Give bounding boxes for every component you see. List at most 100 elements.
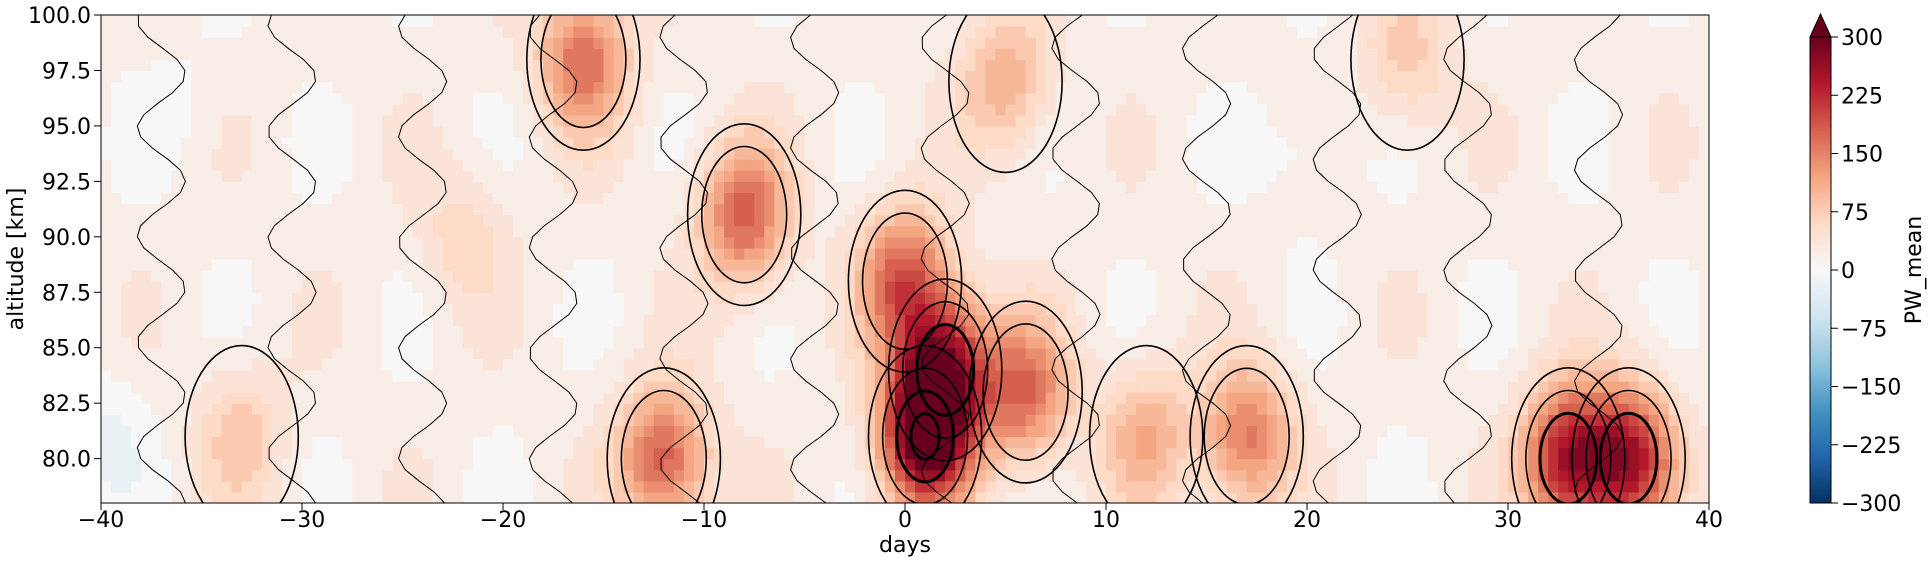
heat-cell (834, 491, 846, 503)
heat-cell (231, 59, 243, 72)
heat-cell (935, 381, 946, 393)
heat-cell (834, 369, 846, 382)
heat-cell (111, 325, 122, 338)
heat-cell (724, 336, 735, 349)
heat-cell (1186, 26, 1198, 38)
heat-cell (603, 325, 615, 338)
heat-cell (774, 347, 785, 360)
heat-cell (673, 103, 685, 116)
heat-cell (442, 358, 454, 371)
heat-cell (1035, 203, 1047, 216)
heat-cell (141, 148, 152, 160)
heat-cell (181, 369, 193, 382)
heat-cell (452, 347, 464, 360)
heat-cell (372, 425, 383, 438)
heat-cell (503, 259, 514, 271)
heat-cell (1035, 26, 1047, 38)
heat-cell (231, 336, 243, 349)
heat-cell (603, 336, 615, 349)
heat-cell (1045, 381, 1057, 393)
heat-cell (533, 436, 544, 449)
heat-cell (1166, 447, 1177, 460)
heat-cell (462, 192, 474, 205)
heat-cell (1136, 314, 1147, 327)
heat-cell (643, 92, 655, 105)
heat-cell (945, 314, 956, 327)
heat-cell (704, 303, 715, 316)
heat-cell (663, 381, 675, 393)
heat-cell (221, 203, 233, 216)
heat-cell (975, 103, 986, 116)
heat-cell (613, 358, 625, 371)
heat-cell (543, 325, 554, 338)
heat-cell (1055, 236, 1067, 249)
heat-cell (271, 381, 283, 393)
heat-cell (673, 148, 685, 160)
heat-cell (251, 447, 263, 460)
heat-cell (864, 270, 876, 282)
heat-cell (693, 314, 705, 327)
heat-cell (131, 392, 142, 404)
heat-cell (613, 270, 625, 282)
heat-cell (613, 414, 625, 426)
heat-cell (764, 59, 775, 72)
heat-cell (643, 436, 655, 449)
heat-cell (724, 92, 735, 105)
heat-cell (503, 203, 514, 216)
heat-cell (1055, 15, 1067, 27)
heat-cell (663, 292, 675, 304)
heat-cell (261, 214, 273, 227)
heat-cell (382, 403, 394, 415)
heat-cell (935, 159, 946, 171)
heat-cell (553, 59, 564, 72)
heat-cell (492, 159, 504, 171)
heat-cell (573, 281, 584, 293)
heat-cell (824, 436, 836, 449)
heat-cell (945, 403, 956, 415)
heat-cell (1226, 303, 1238, 316)
heat-cell (593, 70, 605, 83)
heat-cell (543, 358, 554, 371)
heat-cell (1106, 381, 1117, 393)
heat-cell (211, 103, 223, 116)
heat-cell (281, 70, 293, 83)
heat-cell (131, 314, 142, 327)
heat-cell (271, 214, 283, 227)
heat-cell (673, 392, 685, 404)
heat-cell (603, 259, 615, 271)
heat-cell (834, 425, 846, 438)
heat-cell (935, 480, 946, 493)
heat-cell (945, 381, 956, 393)
heat-cell (211, 92, 223, 105)
heat-cell (704, 491, 715, 503)
heat-cell (422, 303, 434, 316)
heat-cell (342, 381, 353, 393)
heat-cell (894, 392, 906, 404)
heat-cell (362, 125, 373, 138)
heat-cell (1005, 103, 1017, 116)
heat-cell (523, 469, 534, 482)
heat-cell (1156, 214, 1167, 227)
heat-cell (784, 114, 796, 127)
heat-cell (472, 458, 484, 471)
heat-cell (442, 159, 454, 171)
heat-cell (1065, 225, 1077, 238)
heat-cell (724, 436, 735, 449)
heat-cell (844, 225, 856, 238)
heat-cell (744, 26, 755, 38)
heat-cell (261, 480, 273, 493)
heat-cell (1226, 414, 1238, 426)
heat-cell (452, 81, 464, 94)
heat-cell (513, 303, 524, 316)
heat-cell (342, 59, 353, 72)
heat-cell (754, 458, 765, 471)
heat-cell (312, 159, 323, 171)
heat-cell (482, 114, 494, 127)
heat-cell (653, 192, 665, 205)
heat-cell (513, 281, 524, 293)
heat-cell (362, 270, 373, 282)
heat-cell (653, 303, 665, 316)
heat-cell (1035, 392, 1047, 404)
heat-cell (312, 148, 323, 160)
heat-cell (683, 369, 695, 382)
